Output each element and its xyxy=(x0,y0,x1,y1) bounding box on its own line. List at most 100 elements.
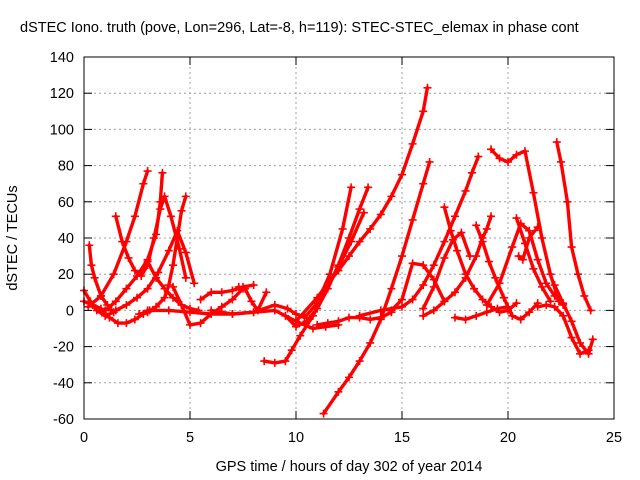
data-point xyxy=(472,252,481,261)
series-line xyxy=(283,185,370,329)
data-point xyxy=(139,179,148,188)
data-point xyxy=(177,206,186,215)
data-point xyxy=(181,273,190,282)
data-point xyxy=(419,261,428,270)
series-18 xyxy=(319,157,434,418)
data-point xyxy=(359,208,368,217)
data-point xyxy=(567,317,576,326)
data-point xyxy=(376,313,385,322)
data-point xyxy=(482,300,491,309)
series-32 xyxy=(550,281,597,358)
data-point xyxy=(546,270,555,279)
data-point xyxy=(111,212,120,221)
data-point xyxy=(313,320,322,329)
data-point xyxy=(493,304,502,313)
data-point xyxy=(419,304,428,313)
data-point xyxy=(90,273,99,282)
data-point xyxy=(345,234,353,242)
data-point xyxy=(249,281,258,290)
data-point xyxy=(457,228,466,237)
data-point xyxy=(508,311,517,320)
data-point xyxy=(552,138,561,147)
data-point xyxy=(105,313,114,322)
data-point xyxy=(196,295,205,304)
data-point xyxy=(173,226,182,235)
data-point xyxy=(181,248,190,257)
data-point xyxy=(281,311,290,320)
data-point xyxy=(550,291,559,300)
data-point xyxy=(169,293,178,302)
data-point xyxy=(111,297,120,306)
data-point xyxy=(186,320,194,329)
data-point xyxy=(474,152,483,161)
data-point xyxy=(96,291,105,300)
x-tick-label: 25 xyxy=(606,430,622,446)
data-point xyxy=(122,319,131,328)
data-point xyxy=(588,335,597,344)
data-point xyxy=(559,311,568,320)
data-point xyxy=(472,221,481,230)
chart-title: dSTEC Iono. truth (pove, Lon=296, Lat=-8… xyxy=(20,20,579,36)
data-point xyxy=(387,306,396,315)
data-point xyxy=(355,205,364,214)
series-line xyxy=(421,230,472,311)
data-point xyxy=(345,313,353,322)
data-point xyxy=(419,281,428,290)
data-point xyxy=(302,317,311,326)
data-point xyxy=(408,139,417,148)
data-point xyxy=(160,293,169,302)
data-point xyxy=(281,357,290,366)
data-point xyxy=(156,197,165,206)
data-point xyxy=(130,315,139,324)
data-point xyxy=(387,192,396,201)
series-9 xyxy=(111,226,199,315)
data-point xyxy=(109,270,118,279)
y-tick-label: -20 xyxy=(53,340,74,356)
data-point xyxy=(366,224,375,233)
data-point xyxy=(111,306,120,315)
x-axis-label: GPS time / hours of day 302 of year 2014 xyxy=(216,459,483,475)
data-point xyxy=(334,266,343,275)
data-point xyxy=(376,210,385,219)
data-point xyxy=(345,373,353,382)
data-point xyxy=(133,293,141,302)
data-point xyxy=(482,224,491,233)
data-point xyxy=(122,237,131,246)
data-point xyxy=(308,324,317,333)
series-27 xyxy=(482,219,568,309)
data-point xyxy=(241,284,250,293)
y-tick-label: 40 xyxy=(58,231,74,247)
data-point xyxy=(546,297,555,306)
x-tick-label: 0 xyxy=(80,430,88,446)
data-point xyxy=(207,288,216,297)
data-point xyxy=(366,338,375,347)
data-point xyxy=(319,409,328,418)
series-30 xyxy=(552,138,595,315)
axis-ticks: -60 -40 -20 0 20 40 60 80 100 120 140 0 5 10 15 20 25 xyxy=(50,50,622,446)
data-point xyxy=(440,297,449,306)
series-line xyxy=(357,154,480,318)
data-point xyxy=(419,179,428,188)
y-tick-label: -60 xyxy=(53,412,74,428)
data-point xyxy=(580,291,589,300)
series-7 xyxy=(101,168,167,315)
y-tick-label: 80 xyxy=(58,159,74,175)
series-line xyxy=(555,140,593,313)
data-point xyxy=(504,157,512,166)
x-tick-label: 10 xyxy=(288,430,304,446)
data-point xyxy=(533,223,542,232)
data-point xyxy=(292,310,300,319)
data-point xyxy=(217,302,226,311)
data-point xyxy=(113,319,122,328)
data-point xyxy=(508,243,517,252)
data-series xyxy=(80,83,597,418)
data-point xyxy=(529,264,538,273)
data-point xyxy=(152,230,161,239)
data-point xyxy=(334,387,343,396)
data-point xyxy=(461,186,470,195)
data-point xyxy=(495,279,504,288)
data-point xyxy=(143,167,152,176)
data-point xyxy=(345,252,353,261)
data-point xyxy=(470,284,479,293)
